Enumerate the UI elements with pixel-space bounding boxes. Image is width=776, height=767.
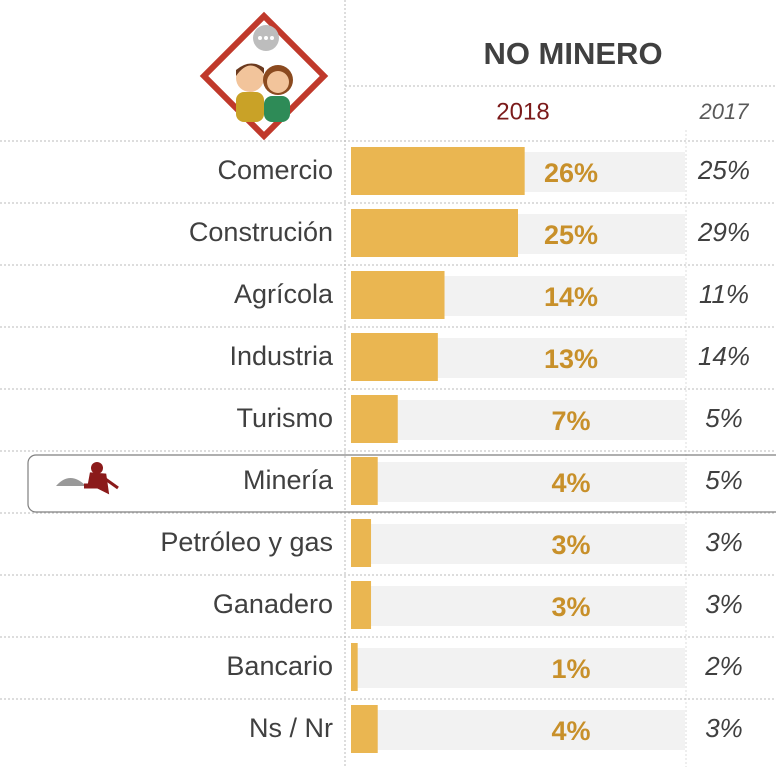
bar-track [351,400,685,440]
category-label: Agrícola [234,279,334,309]
value-label-2017: 29% [697,217,750,247]
chart-title: NO MINERO [483,36,662,71]
series-header: 2017 [699,99,750,124]
category-label: Construción [189,217,333,247]
value-label-2017: 2% [704,651,743,681]
value-label-2017: 25% [697,155,750,185]
bar [351,271,445,319]
value-label-2017: 5% [705,465,743,495]
bar [351,457,378,505]
value-label: 13% [544,344,598,374]
category-label: Turismo [236,403,333,433]
bar [351,705,378,753]
value-label: 7% [551,406,590,436]
value-label: 4% [551,468,590,498]
category-label: Comercio [217,155,333,185]
value-label-2017: 3% [705,527,743,557]
bar [351,395,398,443]
bar [351,209,518,257]
bar [351,147,525,195]
value-label-2017: 5% [705,403,743,433]
bar-track [351,710,685,750]
category-label: Minería [243,465,334,495]
value-label-2017: 3% [705,713,743,743]
category-label: Petróleo y gas [160,527,333,557]
value-label: 25% [544,220,598,250]
category-label: Industria [229,341,334,371]
value-label-2017: 14% [698,341,750,371]
value-label-2017: 3% [705,589,743,619]
bar [351,333,438,381]
people-icon [199,11,329,141]
value-label: 14% [544,282,598,312]
highlight-box [27,454,776,513]
value-label-2017: 11% [699,279,749,309]
category-label: Ns / Nr [249,713,333,743]
series-header: 2018 [496,98,549,125]
bar-track [351,586,685,626]
bar-track [351,462,685,502]
value-label: 26% [544,158,598,188]
category-label: Ganadero [213,589,333,619]
bar [351,581,372,629]
bar-track [351,648,685,688]
value-label: 3% [551,592,590,622]
bar [351,519,372,567]
value-label: 4% [551,716,590,746]
category-label: Bancario [226,651,333,681]
value-label: 1% [551,654,590,684]
bar [351,643,358,691]
miner-icon [56,462,119,495]
bar-track [351,524,685,564]
value-label: 3% [551,530,590,560]
